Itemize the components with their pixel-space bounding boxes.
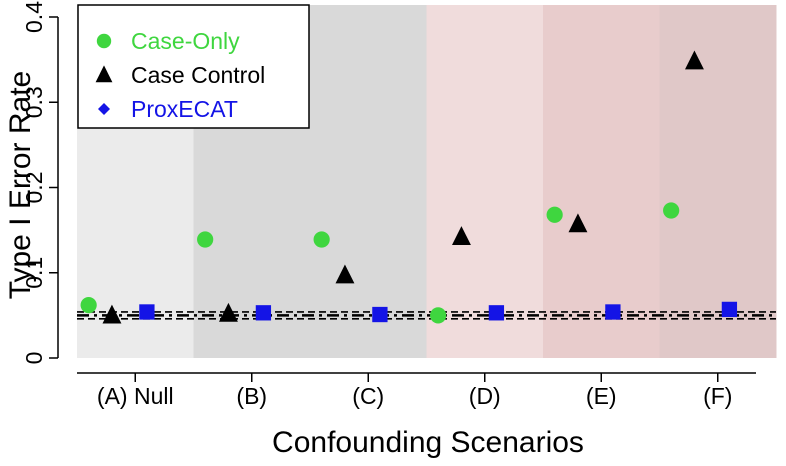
point-circle (197, 231, 214, 248)
legend-marker-circle (96, 33, 112, 49)
x-tick-label: (B) (236, 383, 267, 409)
y-tick-label: 0.2 (21, 172, 47, 204)
point-square (372, 306, 388, 323)
point-triangle (685, 50, 704, 70)
y-tick-label: 0.4 (21, 1, 47, 33)
legend-label: Case Control (131, 62, 265, 88)
point-circle (546, 206, 563, 223)
data-points (80, 50, 738, 324)
point-square (255, 305, 272, 321)
legend: Case-Only Case Control ProxECAT (77, 4, 310, 129)
y-axis-title: Type I Error Rate (4, 71, 37, 299)
x-tick-label: (E) (586, 383, 617, 409)
y-tick-label: 0 (21, 352, 47, 365)
legend-label: Case-Only (131, 28, 240, 54)
point-triangle (568, 213, 588, 233)
point-triangle (452, 226, 471, 246)
x-axis-title: Confounding Scenarios (272, 426, 584, 459)
y-tick-label: 0.1 (21, 257, 47, 289)
x-tick-label: (F) (703, 383, 732, 409)
point-square (605, 304, 621, 320)
scenario-band (310, 5, 427, 358)
x-tick-label: (D) (469, 383, 501, 409)
scenario-band (659, 5, 777, 358)
scenario-band (543, 5, 660, 358)
legend-box (77, 4, 310, 129)
point-square (139, 304, 155, 320)
y-axis: 0 0.1 0.2 0.3 0.4 (21, 1, 59, 365)
point-circle (663, 202, 680, 219)
x-axis: (A) Null (B) (C) (D) (E) (F) (77, 372, 756, 409)
point-circle (313, 231, 330, 248)
point-triangle (335, 264, 355, 284)
x-tick-label: (C) (352, 383, 384, 409)
legend-marker-diamond (98, 103, 110, 115)
x-tick-label: (A) Null (97, 383, 174, 409)
point-square (488, 305, 505, 321)
legend-label: ProxECAT (131, 96, 238, 122)
point-circle (80, 297, 97, 314)
point-circle (430, 307, 447, 324)
scenario-band (426, 5, 544, 358)
point-triangle (102, 304, 122, 324)
point-triangle (219, 302, 238, 322)
reference-lines (77, 311, 776, 320)
point-square (721, 301, 738, 318)
y-tick-label: 0.3 (21, 86, 47, 118)
legend-marker-triangle (95, 65, 113, 83)
